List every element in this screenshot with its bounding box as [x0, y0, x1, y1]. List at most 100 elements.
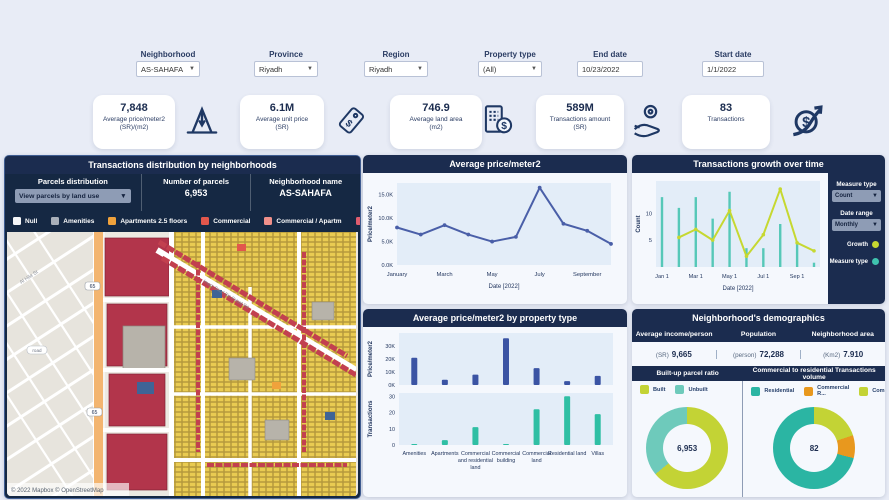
svg-text:September: September — [573, 272, 601, 278]
parcels-distribution-control: Parcels distribution View parcels by lan… — [5, 174, 142, 211]
svg-text:65: 65 — [92, 410, 98, 416]
legend-item: Amenities — [51, 217, 94, 225]
measure-type-dropdown[interactable]: Count ▼ — [832, 190, 881, 202]
svg-text:land: land — [531, 458, 541, 464]
svg-text:Jul 1: Jul 1 — [757, 274, 769, 280]
area-value: 7.910 — [843, 349, 864, 359]
main-road — [94, 232, 103, 496]
svg-text:65: 65 — [90, 284, 96, 290]
svg-text:Amenities: Amenities — [402, 451, 426, 457]
legend-item: Apartments 2.5 floors — [108, 217, 187, 225]
growth-combo-chart[interactable]: 5 10 Jan 1 Mar 1 May 1 Jul 1 Sep 1 Date [2022] C… — [632, 173, 828, 304]
measure-dot — [872, 258, 879, 265]
amenity-parcels — [212, 244, 335, 441]
svg-text:July: July — [535, 272, 545, 278]
legend-swatch — [804, 386, 814, 396]
number-of-parcels: Number of parcels 6,953 — [142, 174, 252, 211]
built-ratio-section: Built Unbuilt 6,953 — [632, 381, 744, 497]
svg-text:5: 5 — [649, 238, 652, 244]
map-legend: Null Amenities Apartments 2.5 floors Com… — [5, 211, 360, 231]
chevron-down-icon: ▼ — [417, 66, 423, 72]
kpi-avg-price-meter2: 7,848 Average price/meter2 (SR)/(m2) — [93, 95, 175, 149]
map-attribution: © 2022 Mapbox © OpenStreetMap — [11, 487, 104, 494]
svg-text:Price/meter2: Price/meter2 — [368, 340, 374, 377]
legend-swatch — [640, 385, 649, 394]
legend-item: Commerc — [355, 217, 360, 225]
price-by-type-bar-chart[interactable]: 0K 10K 20K 30K Price/meter2 0 10 20 30 Transactio… — [363, 327, 627, 497]
street-label-pill: road — [26, 345, 48, 355]
neighborhood-dropdown[interactable]: AS-SAHAFA ▼ — [136, 61, 200, 77]
province-dropdown[interactable]: Riyadh ▼ — [254, 61, 318, 77]
svg-text:Commercial: Commercial — [461, 451, 490, 457]
kpi-transactions: 83 Transactions — [682, 95, 770, 149]
svg-text:May: May — [487, 272, 498, 278]
svg-text:10.0K: 10.0K — [378, 216, 393, 222]
svg-text:Date [2022]: Date [2022] — [722, 286, 753, 292]
svg-text:Apartments: Apartments — [431, 451, 459, 457]
parcels-distribution-dropdown[interactable]: View parcels by land use ▼ — [15, 189, 131, 203]
filter-label: Neighborhood — [140, 50, 196, 59]
chevron-down-icon: ▼ — [307, 66, 313, 72]
svg-text:and residential: and residential — [458, 458, 493, 464]
svg-text:building: building — [497, 458, 516, 464]
money-growth-icon: $ — [786, 98, 830, 147]
svg-text:March: March — [437, 272, 453, 278]
transactions-volume-legend: Residential Commercial R... Commercial — [743, 381, 885, 397]
demographics-values: (SR) 9,665 (person) 72,288 (Km2) 7.910 — [632, 342, 885, 366]
chevron-down-icon: ▼ — [189, 66, 195, 72]
svg-text:road: road — [32, 348, 42, 353]
measure-legend-item: Measure type — [828, 258, 879, 265]
parcels-count: 6,953 — [184, 188, 208, 198]
property-type-dropdown[interactable]: (All) ▼ — [478, 61, 542, 77]
legend-swatch — [108, 217, 117, 225]
svg-text:10: 10 — [389, 427, 395, 433]
svg-text:land: land — [470, 465, 480, 471]
kpi-value: 7,848 — [120, 102, 148, 114]
growth-dot — [872, 241, 879, 248]
kpi-value: 6.1M — [269, 102, 295, 114]
kpi-value: 746.9 — [422, 102, 450, 114]
map-canvas[interactable]: Al Hila St — [7, 232, 358, 496]
panel-title: Neighborhood's demographics — [632, 309, 885, 327]
end-date-input[interactable]: 10/23/2022 — [577, 61, 643, 77]
kpi-transactions-amount: 589M Transactions amount (SR) — [536, 95, 624, 149]
price-by-type-panel: Average price/meter2 by property type 0K… — [363, 309, 627, 497]
transactions-volume-donut[interactable]: 82 — [773, 407, 856, 489]
parcel-map[interactable]: Al Hila St — [7, 232, 358, 496]
donut-center-value: 6,953 — [677, 443, 698, 453]
filter-label: Start date — [714, 50, 752, 59]
date-range-dropdown[interactable]: Monthly ▼ — [832, 219, 881, 231]
legend-swatch — [355, 217, 360, 225]
svg-text:Sep 1: Sep 1 — [790, 274, 805, 280]
population-value: 72,288 — [759, 349, 784, 359]
start-date-input[interactable]: 1/1/2022 — [702, 61, 764, 77]
kpi-avg-land-area: 746.9 Average land area (m2) — [390, 95, 482, 149]
kpi-value: 83 — [719, 102, 733, 114]
filter-province: Province Riyadh ▼ — [254, 50, 318, 77]
filter-region: Region Riyadh ▼ — [364, 50, 428, 77]
region-dropdown[interactable]: Riyadh ▼ — [364, 61, 428, 77]
svg-text:Villas: Villas — [591, 451, 604, 457]
income-value: 9,665 — [671, 349, 692, 359]
legend-swatch — [264, 217, 273, 225]
built-ratio-donut[interactable]: 6,953 — [646, 407, 729, 489]
svg-text:20: 20 — [389, 411, 395, 417]
svg-text:0K: 0K — [388, 383, 395, 389]
svg-text:0.0K: 0.0K — [381, 263, 393, 269]
svg-text:Count: Count — [636, 215, 642, 232]
chevron-down-icon: ▼ — [872, 222, 878, 228]
svg-text:Jan 1: Jan 1 — [655, 274, 669, 280]
svg-text:10K: 10K — [385, 370, 395, 376]
svg-text:$: $ — [501, 121, 507, 132]
legend-swatch — [675, 385, 685, 394]
avg-price-line-chart[interactable]: 0.0K 5.0K 10.0K 15.0K January March May July Sep… — [363, 173, 627, 304]
svg-text:May 1: May 1 — [722, 274, 737, 280]
transactions-distribution-panel: Transactions distribution by neighborhoo… — [4, 155, 361, 499]
svg-text:15.0K: 15.0K — [378, 193, 393, 199]
neighborhood-value: AS-SAHAFA — [279, 188, 332, 198]
chevron-down-icon: ▼ — [531, 66, 537, 72]
svg-text:30K: 30K — [385, 344, 395, 350]
built-ratio-legend: Built Unbuilt — [632, 381, 742, 394]
svg-text:10: 10 — [646, 211, 652, 217]
legend-swatch — [51, 217, 60, 225]
